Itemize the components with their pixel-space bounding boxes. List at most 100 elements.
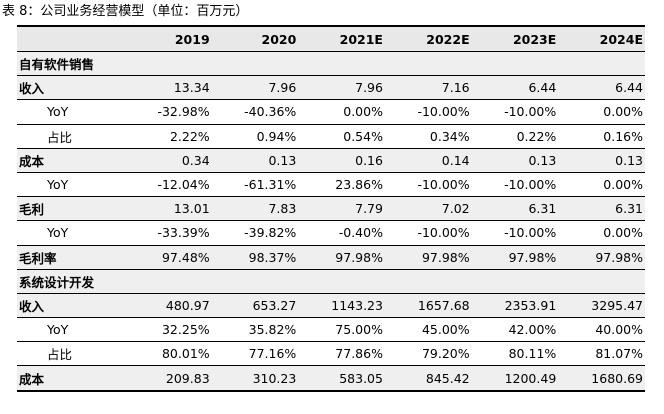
value-cell: 0.16% <box>558 124 645 149</box>
value-cell: 3295.47 <box>558 293 645 319</box>
table-row: 占比 2.22% 0.94% 0.54% 0.34% 0.22% 0.16% <box>17 124 645 149</box>
value-cell: 1200.49 <box>471 365 559 392</box>
value-cell: 1143.23 <box>298 293 385 319</box>
value-cell: 0.54% <box>298 124 385 149</box>
value-cell: 7.16 <box>384 75 472 101</box>
value-cell <box>125 269 212 294</box>
table-row: 成本 209.83 310.23 583.05 845.42 1200.49 1680.69 <box>17 365 645 392</box>
header-cell-year: 2023E <box>471 25 559 52</box>
value-cell: 0.13 <box>471 148 559 173</box>
row-label: 收入 <box>17 75 125 101</box>
value-cell: 0.13 <box>211 148 299 173</box>
value-cell: -10.00% <box>471 172 559 198</box>
value-cell: 75.00% <box>298 317 385 343</box>
value-cell: 40.00% <box>558 317 645 343</box>
header-row: 2019 2020 2021E 2022E 2023E 2024E <box>17 25 645 52</box>
header-cell-year: 2024E <box>558 25 645 52</box>
table-row: 毛利率 97.48% 98.37% 97.98% 97.98% 97.98% 97.98% <box>17 245 645 270</box>
business-model-table: 2019 2020 2021E 2022E 2023E 2024E 自有软件销售… <box>17 25 645 392</box>
header-cell-year: 2022E <box>384 25 472 52</box>
value-cell <box>384 51 472 77</box>
value-cell: 0.00% <box>558 172 645 198</box>
value-cell: 2353.91 <box>471 293 559 319</box>
table-row: 占比 80.01% 77.16% 77.86% 79.20% 80.11% 81.07% <box>17 341 645 367</box>
value-cell <box>558 51 645 77</box>
value-cell: 1680.69 <box>558 365 645 392</box>
value-cell: 42.00% <box>471 317 559 343</box>
table-row: 收入 13.34 7.96 7.96 7.16 6.44 6.44 <box>17 75 645 101</box>
value-cell <box>125 51 212 77</box>
value-cell: 97.98% <box>384 245 472 270</box>
value-cell: 0.14 <box>384 148 472 173</box>
value-cell: 7.83 <box>211 196 299 222</box>
value-cell: 97.48% <box>125 245 212 270</box>
row-label: YoY <box>17 220 125 246</box>
row-label: YoY <box>17 317 125 343</box>
value-cell: 7.02 <box>384 196 472 222</box>
table-row: YoY -12.04% -61.31% 23.86% -10.00% -10.00% 0.0… <box>17 172 645 198</box>
value-cell: -12.04% <box>125 172 212 198</box>
table-row: 成本 0.34 0.13 0.16 0.14 0.13 0.13 <box>17 148 645 173</box>
row-label: 毛利率 <box>17 245 125 270</box>
value-cell: 6.31 <box>471 196 559 222</box>
value-cell <box>298 269 385 294</box>
value-cell <box>558 269 645 294</box>
value-cell: 32.25% <box>125 317 212 343</box>
table-row: YoY -33.39% -39.82% -0.40% -10.00% -10.00% 0.0… <box>17 220 645 246</box>
table-body: 自有软件销售 收入 13.34 7.96 7.96 7.16 6.44 6.44 YoY -32.… <box>17 51 645 392</box>
value-cell: 2.22% <box>125 124 212 149</box>
section-label: 自有软件销售 <box>17 51 125 77</box>
value-cell: 0.00% <box>558 99 645 125</box>
value-cell: 0.00% <box>298 99 385 125</box>
value-cell: 97.98% <box>471 245 559 270</box>
row-label: 占比 <box>17 341 125 367</box>
value-cell: -39.82% <box>211 220 299 246</box>
value-cell: 845.42 <box>384 365 472 392</box>
value-cell: 81.07% <box>558 341 645 367</box>
value-cell: 80.11% <box>471 341 559 367</box>
value-cell: 79.20% <box>384 341 472 367</box>
value-cell: 480.97 <box>125 293 212 319</box>
value-cell: -33.39% <box>125 220 212 246</box>
value-cell: 77.86% <box>298 341 385 367</box>
value-cell: -10.00% <box>384 220 472 246</box>
value-cell <box>471 269 559 294</box>
value-cell: -32.98% <box>125 99 212 125</box>
value-cell: 1657.68 <box>384 293 472 319</box>
section-row: 系统设计开发 <box>17 269 645 294</box>
value-cell <box>298 51 385 77</box>
value-cell: 98.37% <box>211 245 299 270</box>
value-cell: 7.96 <box>298 75 385 101</box>
value-cell: 7.96 <box>211 75 299 101</box>
value-cell: 0.94% <box>211 124 299 149</box>
table-row: YoY 32.25% 35.82% 75.00% 45.00% 42.00% 40.00% <box>17 317 645 343</box>
value-cell: 23.86% <box>298 172 385 198</box>
value-cell <box>384 269 472 294</box>
value-cell: 0.13 <box>558 148 645 173</box>
header-cell-year: 2021E <box>298 25 385 52</box>
row-label: YoY <box>17 99 125 125</box>
value-cell: 0.34% <box>384 124 472 149</box>
section-row: 自有软件销售 <box>17 51 645 77</box>
value-cell: -10.00% <box>384 172 472 198</box>
table-title: 表 8：公司业务经营模型（单位：百万元） <box>2 4 249 19</box>
value-cell <box>211 51 299 77</box>
value-cell: -10.00% <box>471 99 559 125</box>
row-label: 占比 <box>17 124 125 149</box>
header-cell-year: 2020 <box>211 25 299 52</box>
header-cell-year: 2019 <box>125 25 212 52</box>
value-cell: 97.98% <box>298 245 385 270</box>
value-cell: 653.27 <box>211 293 299 319</box>
value-cell <box>471 51 559 77</box>
value-cell: 13.01 <box>125 196 212 222</box>
value-cell: 0.34 <box>125 148 212 173</box>
row-label: 成本 <box>17 148 125 173</box>
value-cell: 35.82% <box>211 317 299 343</box>
value-cell: 0.16 <box>298 148 385 173</box>
value-cell: 13.34 <box>125 75 212 101</box>
value-cell: 0.22% <box>471 124 559 149</box>
value-cell: 209.83 <box>125 365 212 392</box>
value-cell: 97.98% <box>558 245 645 270</box>
row-label: 成本 <box>17 365 125 392</box>
